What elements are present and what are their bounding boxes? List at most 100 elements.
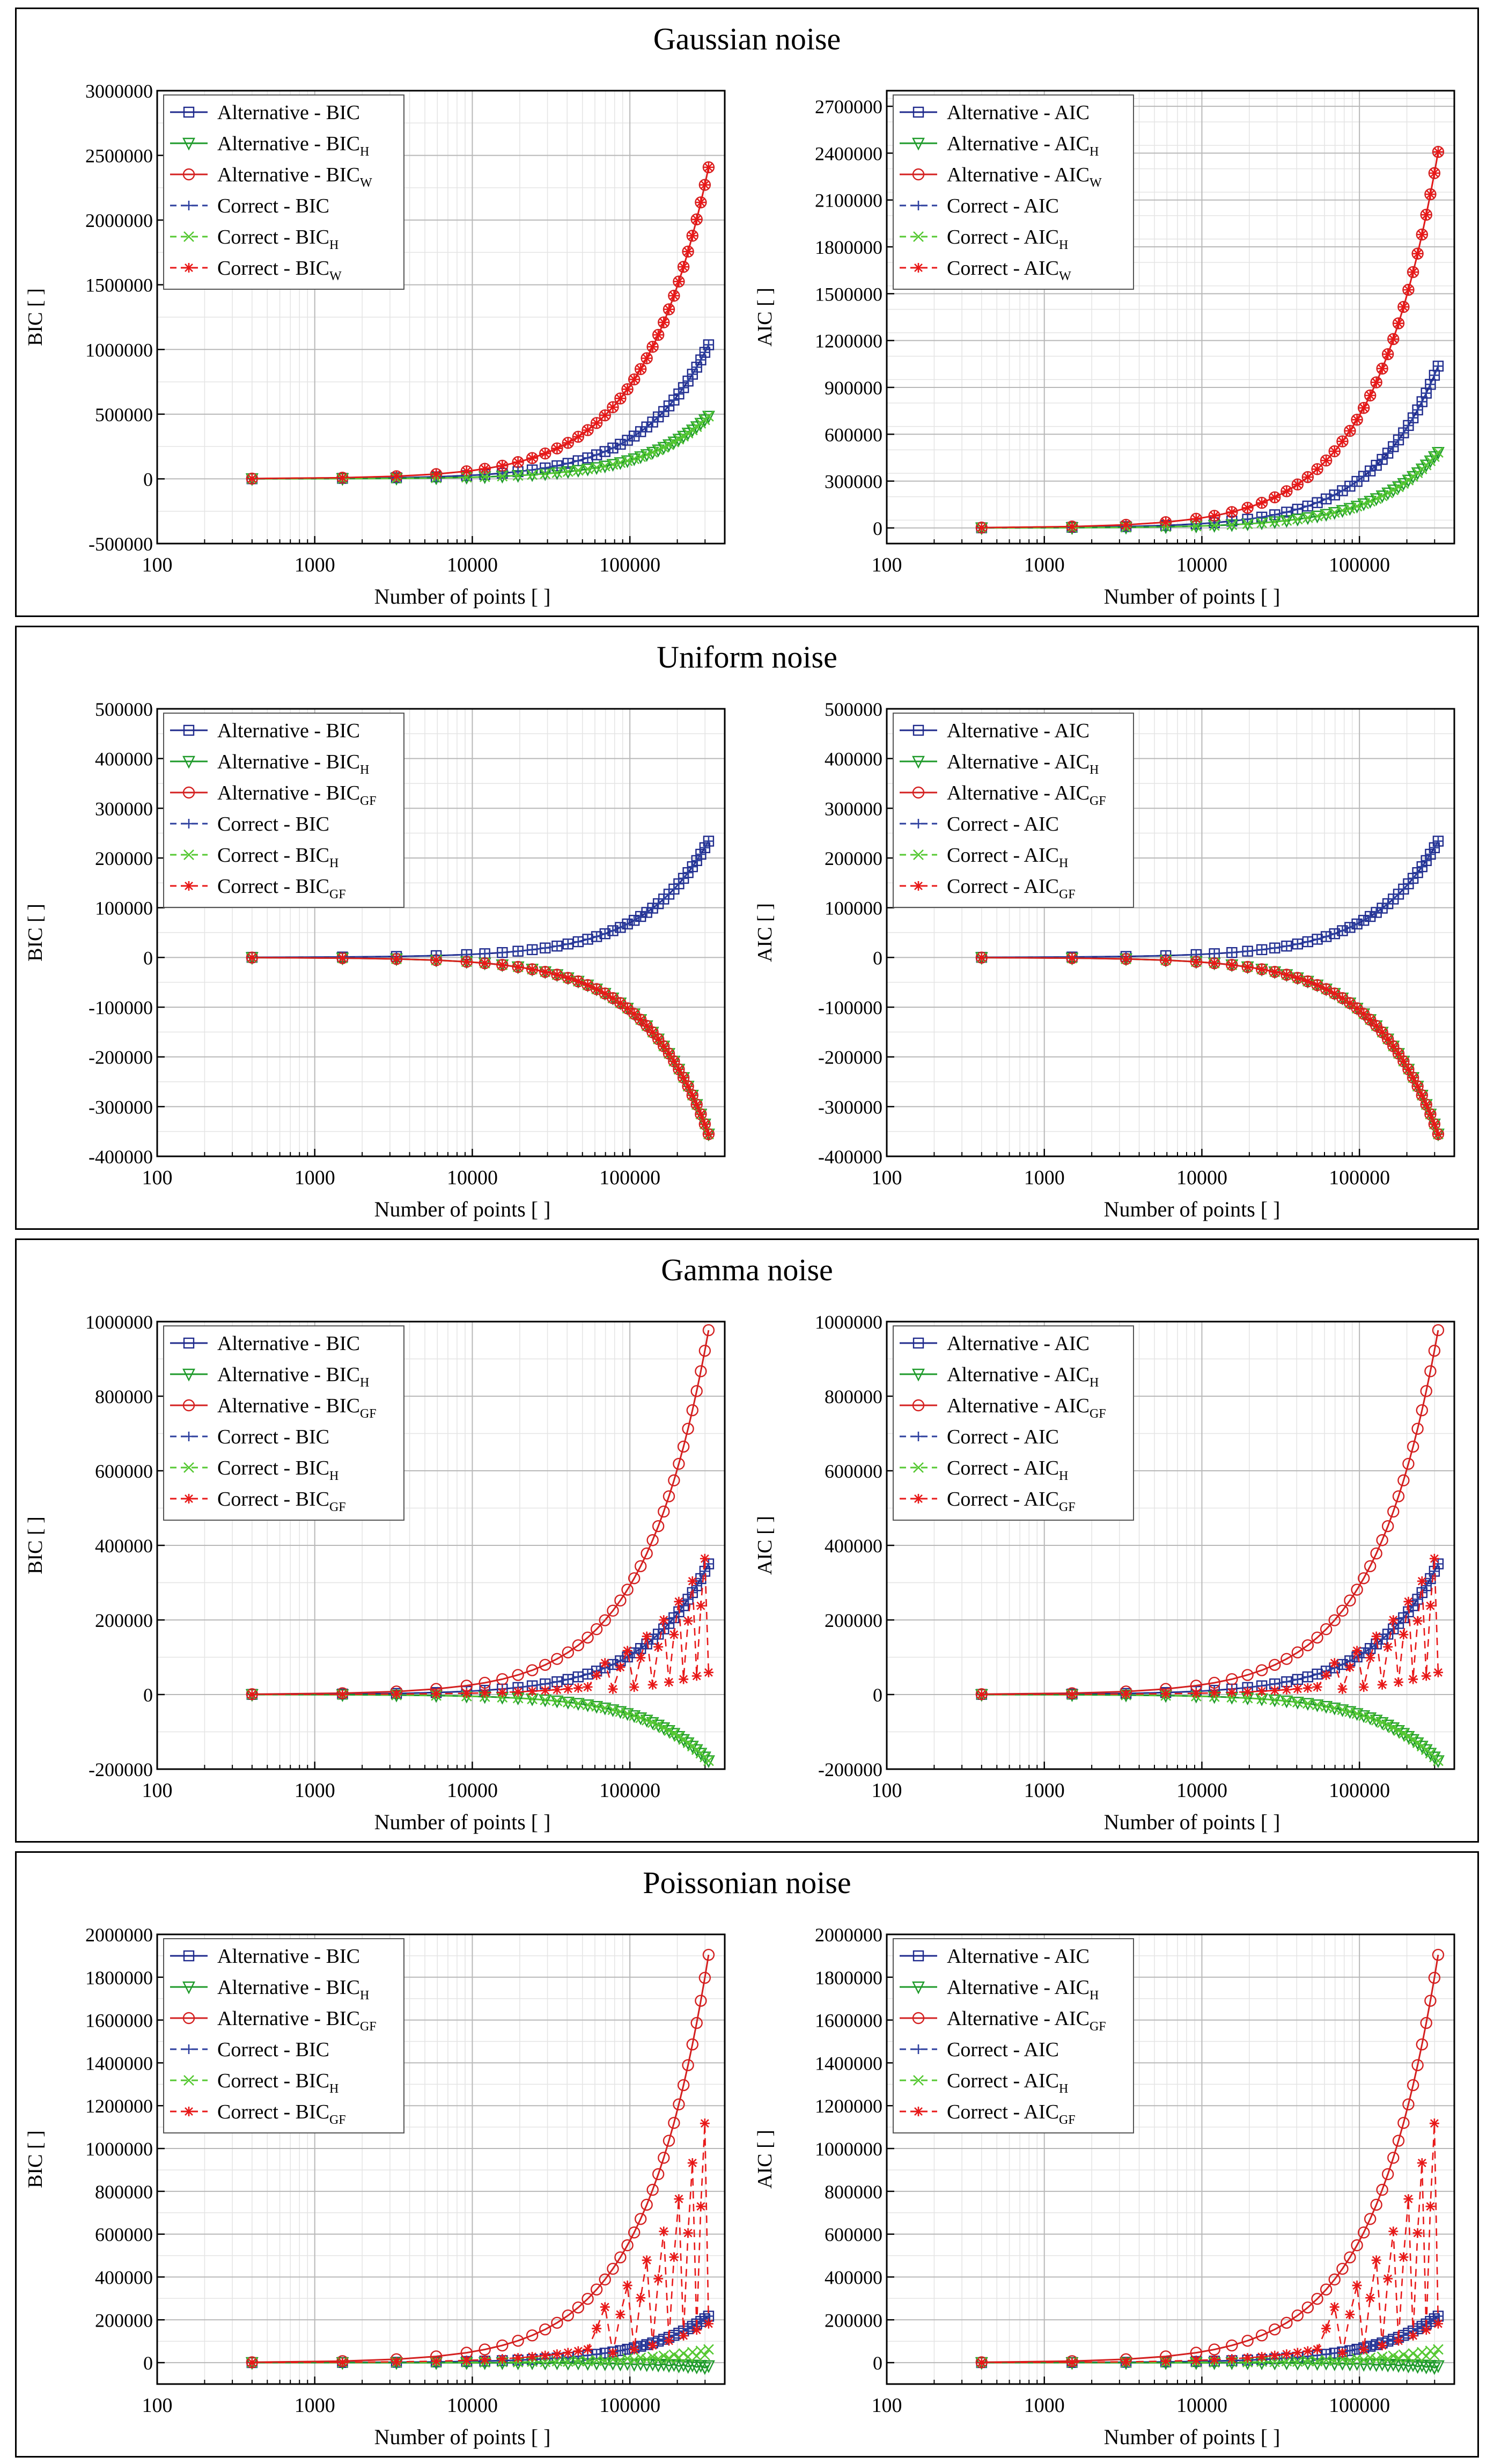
- chart-poissonian-aic: 100 1000 10000 1000000200000400000600000800…: [754, 1924, 1455, 2449]
- data-point: [1302, 1672, 1313, 1682]
- data-point: [247, 473, 257, 483]
- data-point: [583, 425, 593, 435]
- data-point: [337, 1689, 348, 1699]
- data-point: [1403, 1064, 1414, 1074]
- data-point: [1407, 2359, 1420, 2372]
- data-point: [497, 2353, 507, 2364]
- data-point: [600, 410, 610, 421]
- data-point: [1257, 498, 1267, 508]
- legend-subscript: H: [329, 1469, 338, 1483]
- data-point: [600, 1658, 610, 1668]
- data-point: [653, 899, 664, 909]
- data-point: [702, 1755, 715, 1769]
- data-point: [1067, 522, 1077, 532]
- series-4: [976, 361, 1443, 533]
- legend-subscript: H: [329, 2082, 338, 2096]
- x-axis-label: Number of points [ ]: [1104, 2425, 1280, 2449]
- legend-subscript: W: [1090, 176, 1102, 190]
- data-point: [636, 2293, 646, 2303]
- legend-label: Alternative - BICGF: [217, 1395, 377, 1421]
- data-point: [1312, 2356, 1323, 2367]
- x-tick-label: 100000: [1329, 554, 1390, 576]
- data-point: [1433, 361, 1443, 371]
- data-point: [1429, 2118, 1439, 2129]
- data-point: [1301, 471, 1314, 483]
- data-point: [687, 1090, 697, 1101]
- data-point: [691, 1099, 702, 1110]
- data-point: [622, 2353, 633, 2364]
- data-point: [1191, 2355, 1201, 2365]
- data-point: [573, 2346, 583, 2356]
- legend-label: Correct - AICH: [947, 1457, 1068, 1483]
- data-point: [1302, 2355, 1313, 2366]
- data-point: [614, 1706, 627, 1719]
- data-point: [673, 1457, 685, 1470]
- data-point: [1393, 2352, 1404, 2364]
- legend-label: Alternative - AICH: [947, 1363, 1099, 1390]
- x-tick-label: 10000: [1176, 1779, 1227, 1802]
- data-point: [1067, 953, 1077, 963]
- legend-label: Correct - BICH: [217, 1457, 338, 1483]
- series-6: [247, 1553, 713, 1699]
- data-point: [1383, 2274, 1393, 2284]
- data-point: [1421, 855, 1431, 866]
- data-point: [1321, 1670, 1331, 1680]
- data-point: [1161, 1689, 1171, 1699]
- data-point: [700, 842, 710, 853]
- y-tick-label: 400000: [95, 2267, 153, 2288]
- data-point: [1328, 1614, 1341, 1626]
- data-point: [652, 2168, 665, 2181]
- data-point: [1387, 2358, 1400, 2372]
- data-point: [1383, 349, 1393, 360]
- data-point: [1270, 1685, 1280, 1696]
- data-point: [679, 383, 689, 393]
- data-point: [679, 1601, 689, 1611]
- legend-swatch-marker: [183, 231, 194, 242]
- y-tick-label: 1000000: [85, 1311, 153, 1333]
- data-point: [682, 1737, 694, 1748]
- data-point: [615, 1706, 626, 1717]
- data-point: [1269, 1659, 1281, 1671]
- data-point: [1311, 1631, 1323, 1644]
- data-point: [1365, 2352, 1376, 2363]
- legend: Alternative - BIC Alternative - BICH Alter…: [163, 713, 404, 908]
- data-point: [691, 855, 702, 866]
- y-tick-label: 800000: [95, 1386, 153, 1407]
- data-point: [703, 162, 713, 172]
- data-point: [1269, 491, 1281, 504]
- y-axis-label: BIC [ ]: [24, 288, 47, 346]
- data-point: [1302, 2346, 1313, 2356]
- data-point: [1337, 486, 1348, 496]
- data-point: [608, 993, 618, 1003]
- data-point: [562, 466, 573, 477]
- legend-swatch-marker: [914, 819, 923, 828]
- legend-swatch-marker: [182, 168, 195, 181]
- legend-swatch-marker: [914, 1432, 923, 1441]
- data-point: [1412, 1081, 1423, 1091]
- legend-subscript: GF: [360, 1407, 377, 1421]
- data-point: [642, 1631, 652, 1641]
- series-6: [247, 162, 713, 483]
- data-point: [1312, 934, 1322, 944]
- data-point: [607, 1604, 619, 1617]
- data-point: [657, 2358, 671, 2372]
- data-point: [674, 389, 684, 399]
- x-axis-label: Number of points [ ]: [374, 1197, 551, 1221]
- data-point: [646, 341, 659, 353]
- y-tick-label: 2000000: [85, 1924, 153, 1946]
- data-point: [431, 469, 441, 479]
- data-point: [629, 2355, 640, 2366]
- data-point: [1415, 1741, 1429, 1754]
- legend-label: Correct - AICGF: [947, 1488, 1076, 1514]
- data-point: [1428, 1971, 1441, 1984]
- data-point: [647, 342, 658, 352]
- data-point: [1412, 2228, 1423, 2238]
- legend: Alternative - BIC Alternative - BICH Alter…: [163, 1325, 404, 1521]
- data-point: [622, 455, 633, 466]
- legend-label: Correct - BICGF: [217, 875, 346, 901]
- legend-label: Correct - BIC: [217, 1426, 329, 1448]
- data-point: [540, 463, 550, 473]
- data-point: [653, 330, 664, 340]
- data-point: [641, 2354, 652, 2365]
- data-point: [1420, 1385, 1432, 1397]
